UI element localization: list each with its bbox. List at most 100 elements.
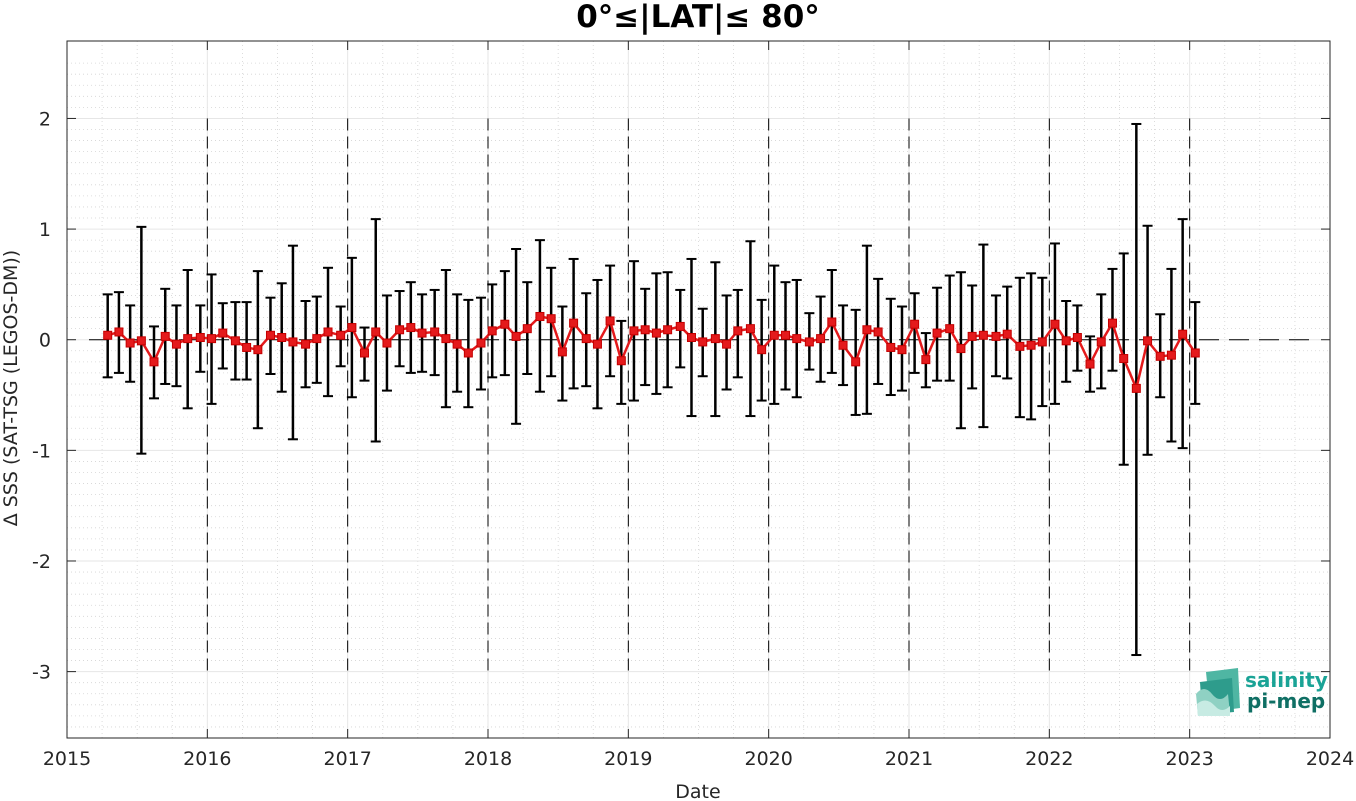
data-point bbox=[347, 323, 357, 333]
data-point bbox=[452, 339, 462, 349]
data-point bbox=[862, 325, 872, 335]
data-point bbox=[827, 317, 837, 327]
data-point bbox=[301, 339, 311, 349]
data-point bbox=[698, 337, 708, 347]
minor-grid bbox=[67, 41, 1330, 738]
data-point bbox=[978, 330, 988, 340]
data-point bbox=[207, 334, 217, 344]
data-point bbox=[1050, 319, 1060, 329]
data-point bbox=[382, 338, 392, 348]
y-tick-label: -3 bbox=[32, 662, 51, 684]
x-tick-label: 2019 bbox=[604, 748, 652, 770]
data-point bbox=[686, 333, 696, 343]
y-tick-labels: 2 1 0 -1 -2 -3 bbox=[32, 108, 51, 683]
data-point bbox=[336, 330, 346, 340]
data-point bbox=[592, 339, 602, 349]
data-point bbox=[851, 357, 861, 367]
y-tick-label: 0 bbox=[39, 330, 51, 352]
data-point bbox=[616, 356, 626, 366]
data-point bbox=[1015, 341, 1025, 351]
data-point bbox=[967, 331, 977, 341]
data-point bbox=[1002, 329, 1012, 339]
data-point bbox=[757, 345, 767, 355]
data-point bbox=[910, 319, 920, 329]
data-point bbox=[781, 330, 791, 340]
data-point bbox=[430, 327, 440, 337]
data-point bbox=[733, 326, 743, 336]
data-point bbox=[500, 319, 510, 329]
y-tick-label: 2 bbox=[39, 108, 51, 130]
data-point bbox=[487, 326, 497, 336]
x-tick-label: 2020 bbox=[744, 748, 792, 770]
salinity-pi-mep-logo: salinity pi-mep bbox=[1196, 668, 1328, 716]
x-tick-labels: 2015 2016 2017 2018 2019 2020 2021 2022 2023 2024 bbox=[43, 748, 1354, 770]
data-point bbox=[1131, 383, 1141, 393]
data-point bbox=[195, 333, 205, 343]
data-point bbox=[183, 334, 193, 344]
x-tick-label: 2016 bbox=[183, 748, 231, 770]
data-point bbox=[441, 334, 451, 344]
data-point bbox=[171, 339, 181, 349]
data-point bbox=[463, 348, 473, 358]
data-point bbox=[1061, 336, 1071, 346]
data-point bbox=[745, 324, 755, 334]
data-point bbox=[640, 325, 650, 335]
x-tick-label: 2015 bbox=[43, 748, 91, 770]
data-point bbox=[769, 330, 779, 340]
data-point bbox=[956, 344, 966, 354]
data-point bbox=[1190, 348, 1200, 358]
data-point bbox=[651, 328, 661, 338]
data-point bbox=[722, 339, 732, 349]
data-point bbox=[371, 327, 381, 337]
data-point bbox=[991, 331, 1001, 341]
x-tick-label: 2018 bbox=[464, 748, 512, 770]
data-point bbox=[323, 327, 333, 337]
x-tick-label: 2022 bbox=[1025, 748, 1073, 770]
chart-title: 0°≤|LAT|≤ 80° bbox=[576, 0, 820, 35]
y-axis-label: Δ SSS (SAT-TSG (LEGOS-DM)) bbox=[0, 250, 22, 526]
y-tick-label: -2 bbox=[32, 551, 51, 573]
data-point bbox=[360, 348, 370, 358]
data-point bbox=[218, 328, 228, 338]
data-point bbox=[242, 342, 252, 352]
data-point bbox=[476, 338, 486, 348]
x-tick-label: 2024 bbox=[1306, 748, 1354, 770]
data-point bbox=[1143, 336, 1153, 346]
data-point bbox=[535, 311, 545, 321]
y-tick-label: 1 bbox=[39, 219, 51, 241]
data-point bbox=[873, 327, 883, 337]
data-point bbox=[417, 328, 427, 338]
data-point bbox=[406, 323, 416, 333]
data-point bbox=[921, 355, 931, 365]
data-point bbox=[816, 334, 826, 344]
data-point bbox=[932, 328, 942, 338]
data-point bbox=[1072, 333, 1082, 343]
series-line bbox=[107, 315, 1197, 393]
data-point bbox=[838, 340, 848, 350]
data-point bbox=[675, 321, 685, 331]
data-point bbox=[710, 334, 720, 344]
year-dividers bbox=[206, 118, 1191, 672]
series-markers bbox=[103, 311, 1200, 393]
data-point bbox=[1096, 337, 1106, 347]
data-point bbox=[629, 326, 639, 336]
data-point bbox=[114, 327, 124, 337]
data-point bbox=[605, 316, 615, 326]
data-point bbox=[804, 337, 814, 347]
data-point bbox=[945, 324, 955, 334]
data-point bbox=[1037, 337, 1047, 347]
data-point bbox=[288, 337, 298, 347]
logo-text-line1: salinity bbox=[1245, 668, 1328, 692]
data-point bbox=[581, 334, 591, 344]
data-point bbox=[149, 357, 159, 367]
data-point bbox=[522, 324, 532, 334]
x-tick-label: 2017 bbox=[323, 748, 371, 770]
data-point bbox=[230, 336, 240, 346]
data-point bbox=[277, 333, 287, 343]
x-tick-label: 2023 bbox=[1165, 748, 1213, 770]
data-point bbox=[1026, 340, 1036, 350]
data-point bbox=[103, 330, 113, 340]
data-point bbox=[265, 330, 275, 340]
